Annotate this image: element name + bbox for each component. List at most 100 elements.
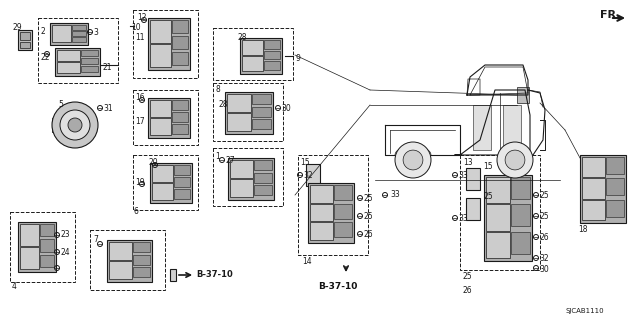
Text: 24: 24 xyxy=(60,248,70,257)
Bar xyxy=(81,58,98,64)
Bar xyxy=(81,66,98,72)
Bar xyxy=(225,92,273,134)
Text: 32: 32 xyxy=(539,254,548,263)
Bar xyxy=(152,165,173,182)
Bar xyxy=(227,94,252,112)
Bar xyxy=(254,185,272,196)
Text: 27: 27 xyxy=(225,156,235,165)
Bar xyxy=(334,222,352,237)
Text: 33: 33 xyxy=(458,171,468,180)
Bar xyxy=(582,178,605,199)
Bar xyxy=(264,61,280,70)
Bar xyxy=(57,50,80,61)
Bar xyxy=(174,189,190,199)
Bar xyxy=(109,242,132,260)
Bar xyxy=(18,30,32,50)
Text: 31: 31 xyxy=(103,104,113,113)
Text: 10: 10 xyxy=(131,23,141,32)
Text: 23: 23 xyxy=(60,230,70,239)
Bar xyxy=(310,185,333,203)
Bar xyxy=(40,255,54,267)
Text: 12: 12 xyxy=(137,13,147,22)
Circle shape xyxy=(497,142,533,178)
Text: B-37-10: B-37-10 xyxy=(318,282,357,291)
Bar xyxy=(150,20,171,43)
Text: 22: 22 xyxy=(40,53,49,62)
Text: 16: 16 xyxy=(135,93,145,102)
Text: 30: 30 xyxy=(539,265,548,274)
Bar xyxy=(486,177,511,203)
Bar xyxy=(264,40,280,49)
Text: 1: 1 xyxy=(215,152,220,161)
Bar xyxy=(40,224,54,236)
Text: 11: 11 xyxy=(135,33,145,42)
Bar xyxy=(20,32,30,40)
Bar xyxy=(606,200,624,217)
Bar xyxy=(264,51,280,59)
Text: 28: 28 xyxy=(237,33,246,42)
Bar xyxy=(310,222,333,240)
Text: 25: 25 xyxy=(462,272,472,281)
Text: 26: 26 xyxy=(539,233,548,242)
Bar xyxy=(473,105,491,150)
Bar xyxy=(580,155,626,223)
Bar xyxy=(133,10,198,78)
Text: 15: 15 xyxy=(300,158,310,167)
Bar xyxy=(20,247,39,269)
Bar xyxy=(242,56,263,71)
Bar xyxy=(133,90,198,145)
Text: SJCAB1110: SJCAB1110 xyxy=(565,308,604,314)
Bar xyxy=(486,204,511,231)
Bar xyxy=(132,267,150,277)
Bar xyxy=(152,183,173,200)
Text: 8: 8 xyxy=(215,85,220,94)
Bar xyxy=(582,200,605,220)
Bar xyxy=(20,42,30,48)
Bar xyxy=(227,113,252,131)
Text: 9: 9 xyxy=(295,54,300,63)
Bar xyxy=(230,179,253,197)
Bar xyxy=(18,222,56,272)
Bar xyxy=(132,242,150,252)
Text: B-37-10: B-37-10 xyxy=(196,270,233,279)
Bar xyxy=(172,100,188,110)
Bar xyxy=(40,239,54,252)
Circle shape xyxy=(68,118,82,132)
Circle shape xyxy=(60,110,90,140)
Bar xyxy=(52,118,60,132)
Bar xyxy=(254,160,272,170)
Text: 4: 4 xyxy=(12,282,17,291)
Bar xyxy=(511,177,530,199)
Bar xyxy=(511,232,530,253)
Bar xyxy=(172,20,188,33)
Text: 25: 25 xyxy=(363,212,372,221)
Bar xyxy=(466,168,480,190)
Bar xyxy=(72,25,86,30)
Bar xyxy=(606,157,624,174)
Text: 26: 26 xyxy=(462,286,472,295)
Bar xyxy=(252,119,271,130)
Bar xyxy=(90,230,165,290)
Bar xyxy=(38,18,118,83)
Bar xyxy=(306,164,320,186)
Bar xyxy=(172,124,188,134)
Text: 25: 25 xyxy=(539,212,548,221)
Text: 25: 25 xyxy=(363,194,372,203)
Bar xyxy=(172,112,188,122)
Bar xyxy=(334,204,352,219)
Bar xyxy=(150,100,171,117)
Bar xyxy=(55,48,100,76)
Bar xyxy=(133,155,198,210)
Text: 33: 33 xyxy=(458,214,468,223)
Bar xyxy=(148,98,190,138)
Text: 25: 25 xyxy=(539,191,548,200)
Bar xyxy=(172,52,188,65)
Bar xyxy=(57,62,80,73)
Text: 29: 29 xyxy=(12,23,22,32)
Bar xyxy=(310,204,333,221)
Bar xyxy=(213,28,293,80)
Bar xyxy=(172,36,188,49)
Bar xyxy=(503,105,521,150)
Bar xyxy=(72,37,86,42)
Bar xyxy=(517,87,529,103)
